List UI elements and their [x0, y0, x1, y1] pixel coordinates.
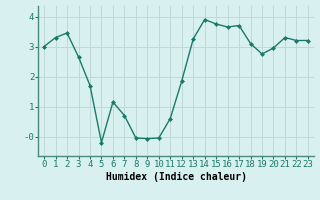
X-axis label: Humidex (Indice chaleur): Humidex (Indice chaleur): [106, 172, 246, 182]
